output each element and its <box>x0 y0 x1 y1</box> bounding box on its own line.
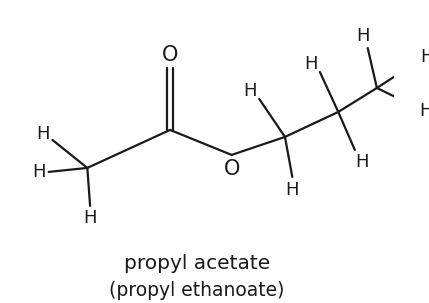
Text: H: H <box>32 163 45 181</box>
Text: H: H <box>419 102 429 120</box>
Text: (propyl ethanoate): (propyl ethanoate) <box>109 281 285 300</box>
Text: O: O <box>162 45 178 65</box>
Text: H: H <box>356 27 370 45</box>
Text: H: H <box>356 153 369 171</box>
Text: H: H <box>83 209 97 227</box>
Text: H: H <box>243 82 257 100</box>
Text: H: H <box>286 181 299 199</box>
Text: H: H <box>421 48 429 66</box>
Text: propyl acetate: propyl acetate <box>124 254 270 273</box>
Text: O: O <box>224 159 240 179</box>
Text: H: H <box>304 55 317 73</box>
Text: H: H <box>36 125 50 143</box>
